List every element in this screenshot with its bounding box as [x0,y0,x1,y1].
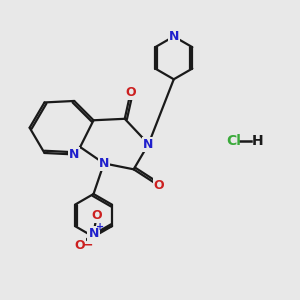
Text: O: O [74,239,85,252]
Text: O: O [91,209,102,222]
Text: H: H [252,134,263,148]
Text: N: N [143,138,154,151]
Text: +: + [95,222,104,232]
Text: Cl: Cl [226,134,241,148]
Text: N: N [69,148,80,161]
Text: O: O [125,85,136,98]
Text: N: N [169,30,179,43]
Text: −: − [82,238,93,251]
Text: O: O [154,179,164,192]
Text: N: N [99,157,109,170]
Text: N: N [88,227,99,240]
